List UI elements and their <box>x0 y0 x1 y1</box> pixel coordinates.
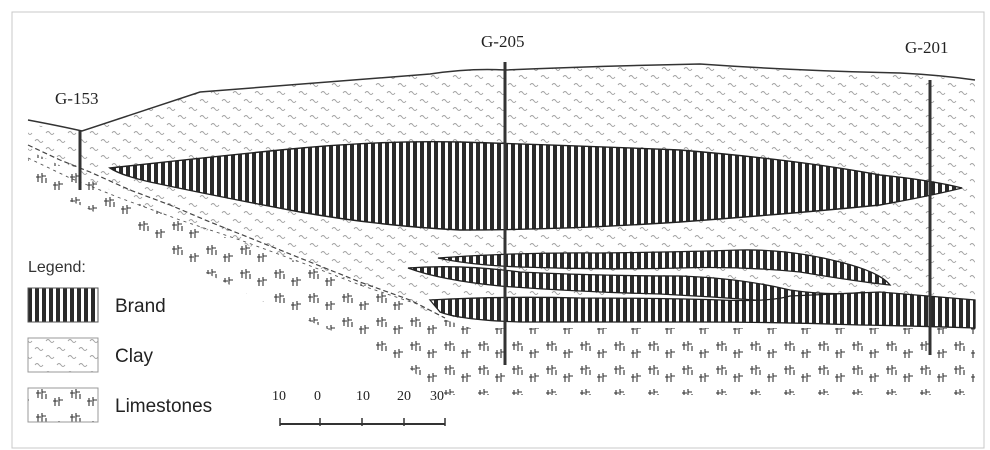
legend-label-brand: Brand <box>115 296 166 317</box>
scale-tick-label-3: 20 <box>397 389 411 404</box>
scale-tick-label-4: 30 <box>430 389 444 404</box>
legend-swatch-brand <box>27 287 99 323</box>
brand-lens-1 <box>437 249 892 286</box>
legend: Legend: Brand Clay Limestones <box>27 259 212 423</box>
ground-surface <box>27 63 976 132</box>
brand-lens-2 <box>407 266 866 303</box>
scale-tick-label-2: 10 <box>356 389 370 404</box>
scale-bar: 10 0 10 20 30 <box>272 389 446 426</box>
well-label-g153: G-153 <box>55 89 98 108</box>
legend-swatch-clay <box>27 337 99 373</box>
scale-tick-label-1: 0 <box>314 389 321 404</box>
well-label-g201: G-201 <box>905 38 948 57</box>
figure-frame <box>11 11 985 449</box>
brand-lens-3 <box>428 291 976 329</box>
scale-tick-label-0: 10 <box>272 389 286 404</box>
limestone-lower-band <box>440 328 975 395</box>
well-label-g205: G-205 <box>481 32 524 51</box>
legend-title: Legend: <box>28 259 86 276</box>
legend-label-limestones: Limestones <box>115 396 212 417</box>
legend-label-clay: Clay <box>115 346 154 367</box>
brand-lens-main <box>108 140 963 231</box>
legend-swatch-limestones <box>27 387 99 423</box>
